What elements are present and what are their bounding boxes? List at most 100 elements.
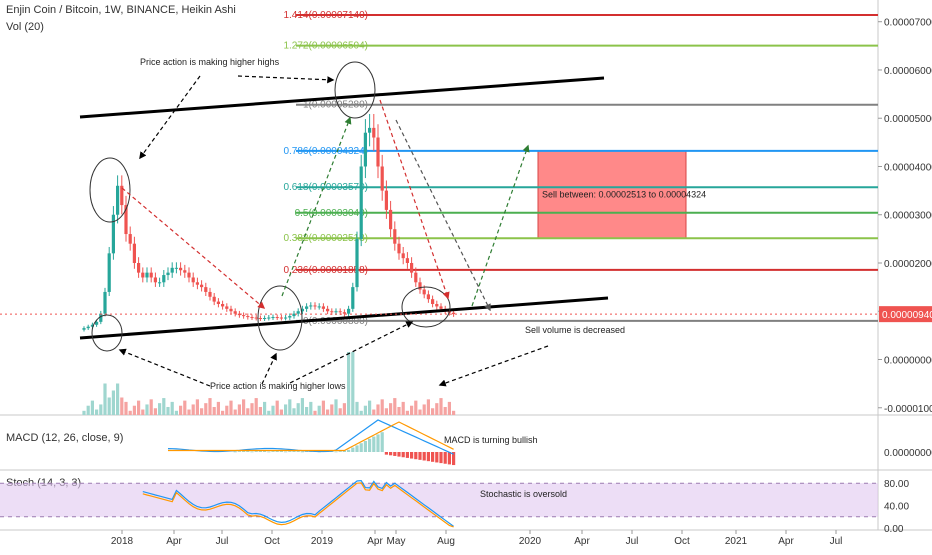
volume-bar [111, 390, 115, 415]
candle [305, 306, 309, 309]
volume-bar [309, 401, 313, 415]
candle [300, 308, 304, 312]
volume-bar [447, 401, 451, 415]
annotation-arrow [121, 187, 266, 309]
macd-histogram-bar [258, 450, 262, 452]
volume-bar [191, 404, 195, 415]
symbol-legend[interactable]: Enjin Coin / Bitcoin, 1W, BINANCE, Heiki… [6, 4, 236, 16]
candle [128, 234, 132, 244]
volume-bar [128, 410, 132, 415]
volume-bar [120, 397, 124, 415]
macd-histogram-bar [271, 451, 275, 452]
annotation-arrow [471, 144, 530, 307]
candle [221, 304, 225, 307]
volume-bar [103, 383, 107, 415]
annotation-arrow [395, 119, 491, 312]
last-price-label: 0.00000940 [882, 310, 932, 321]
annotation-arrow [438, 345, 549, 387]
fib-level-label: 0.786(0.00004324) [283, 146, 368, 157]
candle [191, 277, 195, 283]
volume-bar [204, 403, 208, 415]
volume-bar [107, 397, 111, 415]
volume-bar [384, 408, 388, 415]
time-axis-label: Aug [437, 536, 455, 547]
annotation-higher-highs: Price action is making higher highs [140, 57, 280, 67]
time-axis-label: 2020 [519, 536, 542, 547]
candle [292, 313, 296, 317]
candle [317, 306, 321, 308]
price-axis-label: 0.00002000 [884, 259, 932, 270]
volume-bar [363, 405, 367, 415]
annotation-arrow [139, 75, 201, 160]
volume-bar [254, 398, 258, 415]
candle [90, 324, 94, 327]
volume-bar [208, 398, 212, 415]
annotation-arrow [261, 352, 277, 385]
candle [195, 282, 199, 285]
candle [347, 308, 351, 314]
candle [334, 311, 338, 313]
volume-bar [414, 400, 418, 415]
volume-bar [145, 404, 149, 415]
volume-bar [288, 399, 292, 415]
time-axis-label: Oct [674, 536, 690, 547]
time-axis-label: Apr [778, 536, 794, 547]
volume-bar [141, 409, 145, 415]
volume-bar [292, 408, 296, 415]
candle [275, 317, 279, 319]
volume-bar [405, 410, 409, 415]
macd-histogram-bar [237, 451, 241, 452]
fib-level-label: 0.236(0.00001858) [283, 265, 368, 276]
candle [288, 316, 292, 318]
time-axis-label: 2021 [725, 536, 748, 547]
fib-level-label: 1.414(0.00007140) [283, 10, 368, 21]
candle [380, 166, 384, 191]
volume-bar [393, 398, 397, 415]
macd-histogram-bar [338, 451, 342, 452]
fib-level-label: 1.272(0.00006504) [283, 41, 368, 52]
candle [158, 282, 162, 284]
volume-bar [334, 399, 338, 415]
macd-histogram-bar [342, 450, 346, 452]
macd-histogram-bar [376, 434, 380, 452]
volume-bar [305, 406, 309, 415]
candle [246, 316, 250, 318]
fib-level-label: 0.618(0.00003570) [283, 182, 368, 193]
annotation-arrow [289, 321, 414, 384]
volume-bar [237, 404, 241, 415]
candle [166, 272, 170, 276]
volume-legend[interactable]: Vol (20) [6, 21, 44, 33]
candle [342, 312, 346, 314]
candle [284, 317, 288, 319]
candle [107, 253, 111, 292]
candle [120, 185, 124, 206]
volume-bar [380, 399, 384, 415]
volume-bar [200, 408, 204, 415]
time-axis-label: 2018 [111, 536, 134, 547]
time-axis-label: Apr [574, 536, 590, 547]
candle [376, 137, 380, 167]
macd-histogram-bar [380, 432, 384, 452]
candle [401, 253, 405, 259]
time-axis-label: Apr [166, 536, 182, 547]
volume-bar [216, 401, 220, 415]
volume-bar [368, 400, 372, 415]
candle [216, 301, 220, 305]
volume-bar [132, 405, 136, 415]
volume-bar [153, 408, 157, 415]
candle [162, 275, 166, 283]
candle [359, 166, 363, 239]
volume-bar [137, 400, 141, 415]
macd-histogram-bar [418, 452, 422, 460]
macd-histogram-bar [296, 450, 300, 452]
volume-bar [397, 406, 401, 415]
candle [439, 306, 443, 309]
volume-bar [452, 410, 456, 415]
time-axis-label: Jul [216, 536, 229, 547]
signal-line [168, 421, 454, 452]
candle [330, 311, 334, 313]
time-axis-label: May [387, 536, 406, 547]
volume-bar [179, 405, 183, 415]
volume-bar [279, 409, 283, 415]
